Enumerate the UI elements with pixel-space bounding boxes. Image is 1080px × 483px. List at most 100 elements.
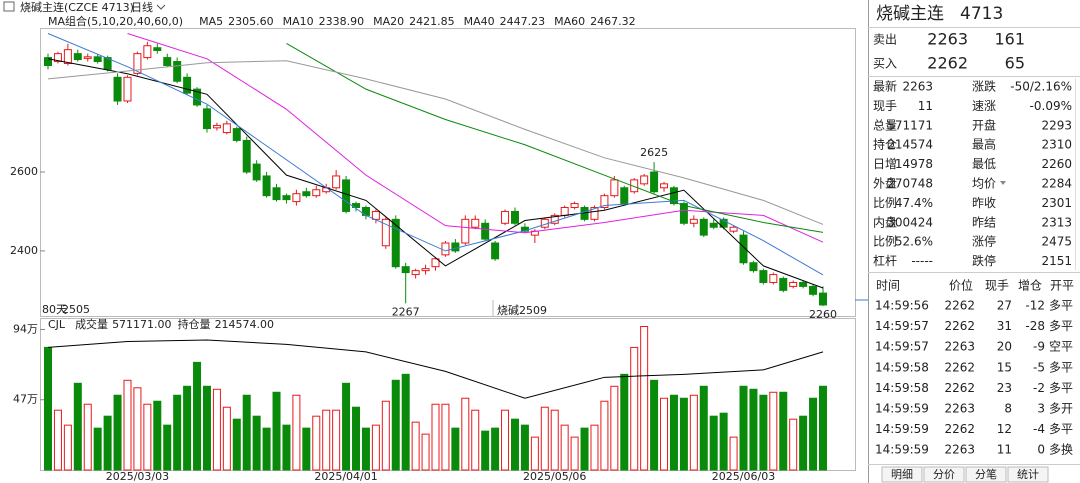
field-value: 2313 [1041,215,1072,229]
moving-average [47,33,824,276]
volume-bar [481,430,490,471]
quote-label: 买入 [873,57,897,71]
volume-bar [113,394,122,471]
tab-label[interactable]: 明细 [891,468,913,481]
candle-body [133,53,142,74]
candle-body [163,57,172,66]
volume-bar [610,385,619,471]
candle-body [252,163,261,181]
volume-bar [640,325,649,471]
window-icon [3,1,15,12]
field-label: 均价 [972,177,996,191]
candle-body [441,242,450,256]
volume-bar [401,373,410,471]
candle-body [183,76,192,94]
candle-body [272,187,281,201]
candle-body [719,218,728,228]
y-tick-label: 2400 [10,244,38,257]
volume-bar [540,406,549,471]
volume-bar [431,403,440,471]
trade-type: 多平 [1049,381,1073,395]
trade-type: 多平 [1049,422,1073,436]
tab[interactable] [923,466,965,483]
candle-body [650,171,659,193]
candle-body [471,218,480,228]
volume-bar [391,379,400,471]
candle-body [759,270,768,283]
legend-entry: MA5 2305.60 [199,15,274,28]
volume-bar [53,409,62,471]
field-label: 涨停 [972,234,996,249]
volume-bar [789,418,798,471]
quote-label: 卖出 [873,33,897,47]
trade-volume: 27 [997,299,1012,313]
trade-price: 2263 [944,402,975,416]
volume-bar [739,385,748,471]
candle-body [789,281,798,287]
volume-bar [83,403,92,471]
field-label: 最高 [972,137,996,152]
candle-body [610,179,619,197]
period[interactable]: 日线 [131,0,153,14]
moving-average [286,42,824,233]
tab-label[interactable]: 分笔 [975,467,997,481]
trade-price: 2262 [944,381,975,395]
tab[interactable] [881,466,923,483]
candle-body [63,49,72,65]
tab[interactable] [965,466,1007,483]
volume-bar [282,424,291,471]
contract-label: 烧碱2509 [497,304,547,317]
field-label: 比例 [873,235,897,249]
tab[interactable] [1007,466,1049,483]
trade-header: 开平 [1050,279,1074,293]
volume-bar [560,424,569,471]
trade-header: 时间 [876,279,900,293]
candle-body [669,187,678,205]
trade-volume: 8 [1004,402,1012,416]
legend-entry: 持仓量 214574.00 [178,317,275,331]
tab-label[interactable]: 统计 [1017,468,1039,481]
field-label: 日增 [873,157,897,171]
candle-body [510,210,519,224]
moving-average [47,60,824,225]
trade-time: 14:59:58 [875,360,929,374]
volume-bar [332,409,341,471]
field-value: 270748 [887,177,933,191]
volume-bar [322,409,331,471]
candle-body [640,175,649,185]
candle-body [699,218,708,236]
trade-time: 14:59:59 [875,422,929,436]
field-value: 2301 [1041,196,1072,210]
tab-label[interactable]: 分价 [933,468,955,481]
trade-time: 14:59:56 [875,299,929,313]
volume-bar [292,394,301,471]
trade-time: 14:59:57 [875,319,929,333]
field-label: 最低 [972,157,996,171]
candle-body [73,53,82,61]
candle-body [153,47,162,51]
field-value: 11 [918,99,933,113]
candle-body [143,45,152,59]
field-label: 持仓 [873,137,897,152]
x-tick-label: 2025/05/06 [523,470,586,483]
period-dropdown[interactable] [156,4,166,10]
volume-bar [212,388,221,471]
volume-bar [809,397,818,471]
trade-volume: 20 [997,340,1012,354]
field-label: 昨收 [972,196,996,210]
volume-bar [799,415,808,471]
candle-body [570,203,579,209]
volume-bar [262,427,271,471]
volume-bar [590,424,599,471]
volume-bar [202,385,211,471]
candle-body [53,53,62,63]
volume-bar [302,427,311,471]
candle-body [491,242,500,260]
trade-type: 多平 [1049,319,1073,333]
instrument-name: 烧碱主连 [876,4,944,24]
volume-bar [63,424,72,471]
field-label: 跌停 [972,253,996,268]
legend-entry: MA10 2338.90 [283,15,365,28]
field-value: 2260 [1041,157,1072,171]
legend-name: 成交量 [75,317,108,331]
